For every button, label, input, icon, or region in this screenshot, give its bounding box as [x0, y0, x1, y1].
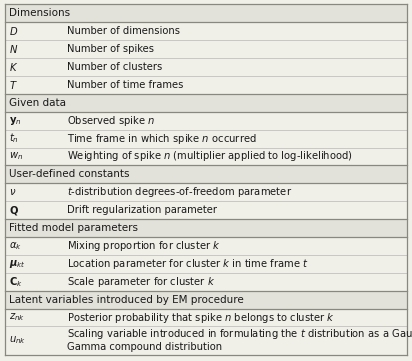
Text: Location parameter for cluster $k$ in time frame $t$: Location parameter for cluster $k$ in ti… — [67, 257, 309, 271]
Text: Latent variables introduced by EM procedure: Latent variables introduced by EM proced… — [9, 295, 244, 305]
Text: Given data: Given data — [9, 98, 66, 108]
Text: $z_{nk}$: $z_{nk}$ — [9, 312, 25, 323]
Text: $w_n$: $w_n$ — [9, 151, 23, 162]
Text: Time frame in which spike $n$ occurred: Time frame in which spike $n$ occurred — [67, 131, 257, 145]
Bar — [5, 4, 407, 22]
Text: Number of clusters: Number of clusters — [67, 62, 163, 72]
Text: Observed spike $n$: Observed spike $n$ — [67, 114, 156, 128]
Text: $\nu$: $\nu$ — [9, 187, 16, 197]
Text: $T$: $T$ — [9, 79, 18, 91]
Text: User-defined constants: User-defined constants — [9, 169, 129, 179]
Text: $\mathbf{y}_n$: $\mathbf{y}_n$ — [9, 115, 21, 127]
Text: $D$: $D$ — [9, 25, 18, 37]
Text: $u_{nk}$: $u_{nk}$ — [9, 335, 26, 347]
Text: Drift regularization parameter: Drift regularization parameter — [67, 205, 217, 215]
Text: Scale parameter for cluster $k$: Scale parameter for cluster $k$ — [67, 275, 215, 289]
Text: $t$-distribution degrees-of-freedom parameter: $t$-distribution degrees-of-freedom para… — [67, 185, 293, 199]
Text: Gamma compound distribution: Gamma compound distribution — [67, 342, 222, 352]
Text: $N$: $N$ — [9, 43, 18, 55]
Text: $\boldsymbol{\mu}_{kt}$: $\boldsymbol{\mu}_{kt}$ — [9, 258, 26, 270]
Bar — [5, 165, 407, 183]
Text: Number of dimensions: Number of dimensions — [67, 26, 180, 36]
Text: Mixing proportion for cluster $k$: Mixing proportion for cluster $k$ — [67, 239, 221, 253]
Bar — [5, 219, 407, 237]
Text: Fitted model parameters: Fitted model parameters — [9, 223, 138, 233]
Text: $t_n$: $t_n$ — [9, 132, 19, 145]
Text: $K$: $K$ — [9, 61, 18, 73]
Text: Dimensions: Dimensions — [9, 8, 70, 18]
Text: Posterior probability that spike $n$ belongs to cluster $k$: Posterior probability that spike $n$ bel… — [67, 310, 335, 325]
Bar — [5, 94, 407, 112]
Text: $\alpha_k$: $\alpha_k$ — [9, 240, 22, 252]
Text: $\mathbf{C}_k$: $\mathbf{C}_k$ — [9, 275, 23, 289]
Bar — [5, 291, 407, 309]
Text: Scaling variable introduced in formulating the $t$ distribution as a Gaussian-: Scaling variable introduced in formulati… — [67, 327, 412, 342]
Text: $\mathbf{Q}$: $\mathbf{Q}$ — [9, 204, 19, 217]
Text: Number of time frames: Number of time frames — [67, 80, 184, 90]
Text: Weighting of spike $n$ (multiplier applied to log-likelihood): Weighting of spike $n$ (multiplier appli… — [67, 149, 353, 164]
Text: Number of spikes: Number of spikes — [67, 44, 154, 54]
